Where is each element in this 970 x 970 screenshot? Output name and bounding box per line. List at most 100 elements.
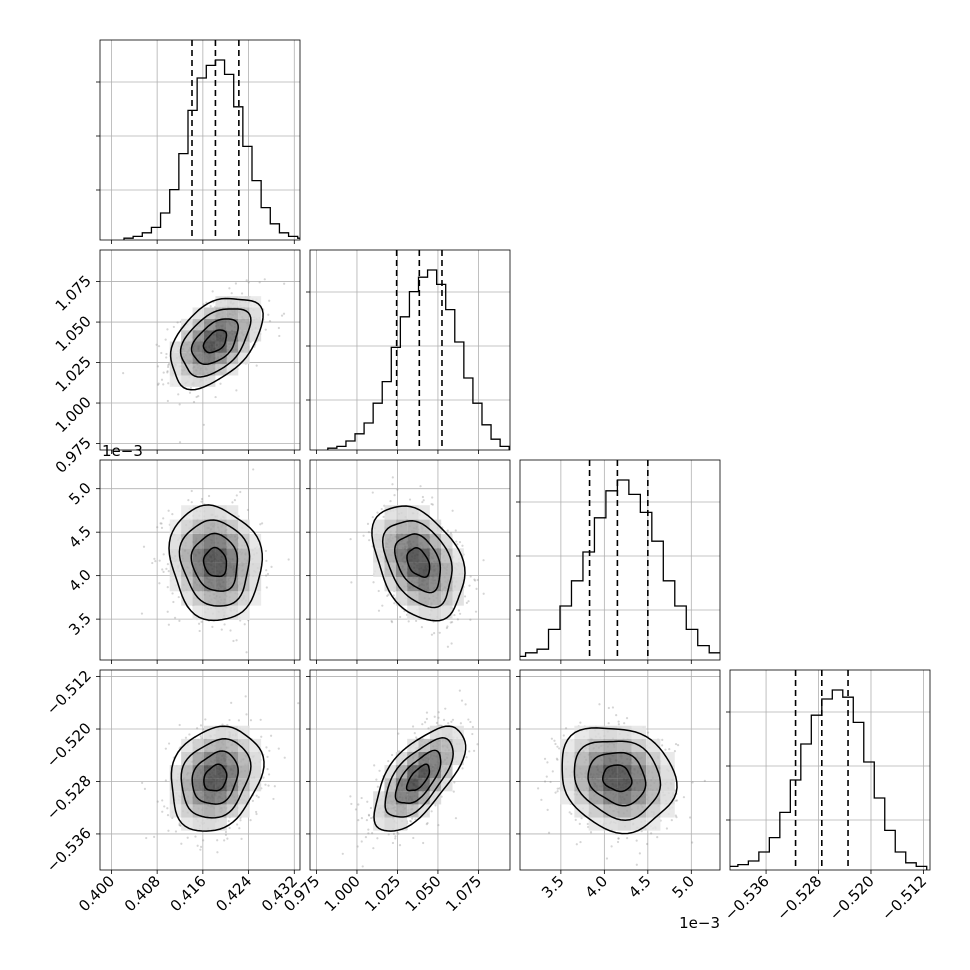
density-cell	[441, 576, 453, 592]
density-cell	[407, 576, 419, 592]
scatter-point	[675, 799, 679, 802]
scatter-point	[162, 517, 165, 520]
scatter-point	[270, 565, 273, 568]
density-cell	[603, 778, 618, 792]
scatter-point	[447, 722, 450, 725]
scatter-point	[228, 826, 231, 830]
density-cell	[226, 330, 239, 342]
scatter-point	[245, 713, 248, 716]
contour-2	[381, 520, 453, 609]
scatter-point	[364, 835, 368, 839]
density-cell	[429, 765, 442, 779]
scatter-point	[397, 732, 400, 735]
contour-3	[371, 505, 466, 622]
scatter-point	[425, 711, 429, 714]
density-cell	[238, 738, 250, 752]
scatter-point	[391, 483, 394, 486]
y-tick-label: −0.520	[43, 719, 95, 771]
scatter-point	[376, 511, 379, 514]
density-cell	[181, 341, 193, 353]
scatter-point	[161, 568, 164, 571]
density-cell	[452, 751, 464, 766]
scatter-point	[165, 356, 168, 359]
scatter-point	[438, 631, 441, 634]
density-cell	[373, 533, 385, 549]
scatter-point	[676, 744, 680, 747]
scatter-point	[265, 559, 268, 562]
density-cell	[418, 519, 430, 534]
density-cell	[617, 778, 632, 792]
density-cell	[631, 751, 647, 766]
density-cell	[192, 738, 204, 752]
scatter-point	[450, 720, 453, 723]
scatter-point	[387, 593, 390, 596]
scatter-point	[164, 747, 167, 750]
density-cell	[249, 533, 262, 549]
scatter-point	[177, 595, 180, 599]
scatter-point	[235, 494, 238, 497]
density-cell	[384, 817, 396, 831]
density-cell	[238, 341, 250, 353]
density-cell	[204, 548, 216, 563]
scatter-point	[200, 620, 203, 623]
density-cell	[373, 804, 385, 818]
scatter-point	[422, 841, 425, 845]
density-cell	[249, 548, 262, 563]
scatter-point	[228, 287, 231, 290]
scatter-point	[153, 557, 156, 560]
scatter-point	[449, 532, 453, 535]
scatter-point	[435, 721, 439, 724]
density-cell	[660, 804, 675, 818]
scatter-point	[356, 845, 359, 848]
density-cell	[215, 791, 227, 805]
contour-1	[190, 532, 239, 592]
scatter-point	[430, 810, 433, 813]
scatter-point	[370, 816, 373, 820]
density-cell	[204, 562, 216, 577]
y-tick-label: 3.5	[65, 609, 95, 639]
density-cell	[441, 591, 453, 606]
density-cell	[429, 576, 442, 592]
scatter-point	[389, 500, 392, 503]
scatter-point	[151, 561, 154, 565]
scatter-point	[226, 837, 229, 840]
panel-content	[730, 670, 930, 870]
scatter-point	[259, 523, 262, 526]
density-cell	[631, 817, 647, 831]
density-cell	[215, 341, 227, 353]
density-cell	[429, 738, 442, 752]
density-cell	[384, 778, 396, 792]
scatter-point	[386, 594, 389, 597]
scatter-point	[377, 589, 380, 593]
density-cell	[395, 533, 408, 549]
density-cell	[407, 738, 419, 752]
density-cell	[192, 817, 204, 831]
density-cell	[226, 519, 239, 534]
scatter-point	[558, 747, 561, 750]
scatter-point	[176, 321, 179, 324]
scatter-point	[257, 796, 260, 799]
scatter-point	[265, 746, 268, 749]
scatter-point	[431, 503, 434, 506]
scatter-point	[455, 540, 458, 543]
density-cell	[192, 318, 204, 331]
scatter-point	[451, 509, 454, 512]
density-cell	[395, 519, 408, 534]
scatter-point	[396, 831, 399, 834]
scatter-point	[430, 502, 433, 506]
density-cell	[238, 533, 250, 549]
scatter-point	[165, 352, 168, 356]
panel-frame	[99, 39, 301, 241]
scatter-point	[140, 612, 144, 615]
density-cell	[418, 765, 430, 779]
scatter-point	[367, 531, 370, 534]
y-tick-label: 1.000	[52, 393, 95, 436]
density-cell	[226, 318, 239, 331]
scatter-point	[268, 320, 272, 323]
tick-marks	[96, 281, 295, 454]
density-cell	[181, 576, 193, 592]
density-cell	[646, 738, 661, 752]
contour-0	[202, 329, 228, 354]
density-cell	[441, 605, 453, 620]
